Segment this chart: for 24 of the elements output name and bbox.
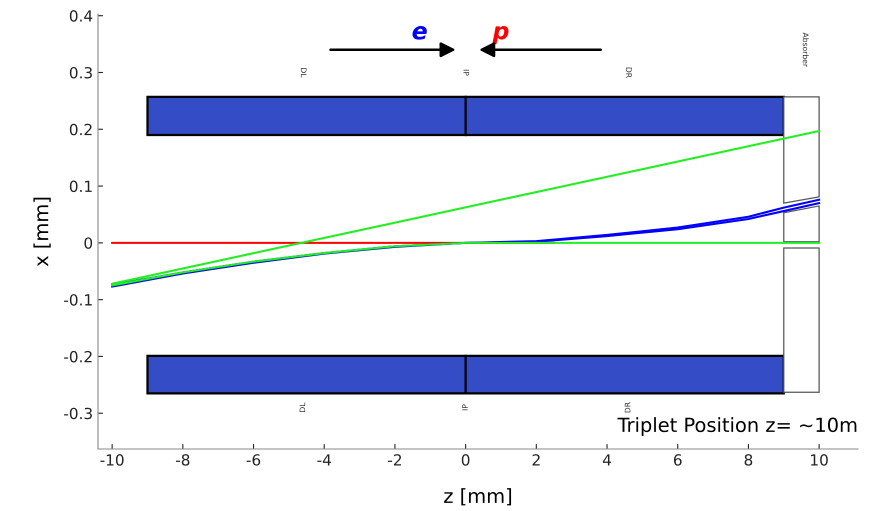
x-axis-title: z [mm] — [444, 488, 512, 506]
annotation: Triplet Position z= ~10m — [617, 417, 856, 436]
x-tick-label: 0 — [462, 454, 470, 466]
y-tick-label: 0.4 — [70, 10, 92, 22]
x-tick-label: 10 — [811, 454, 828, 466]
x-tick-label: -2 — [388, 454, 402, 466]
y-tick-label: 0.1 — [70, 180, 92, 192]
y-tick-label: -0.1 — [64, 294, 92, 306]
x-tick-label: 4 — [602, 454, 612, 466]
y-tick-label: -0.2 — [64, 350, 92, 362]
x-tick-label: 2 — [532, 454, 540, 466]
y-tick-label: 0.2 — [70, 124, 92, 136]
y-tick-label: 0 — [84, 237, 92, 249]
x-tick-label: 8 — [744, 454, 752, 466]
x-tick-label: -6 — [246, 454, 260, 466]
annotation: p — [492, 26, 509, 44]
x-tick-label: 6 — [674, 454, 682, 466]
annotation: e — [412, 26, 427, 40]
y-tick-label: -0.3 — [64, 408, 92, 420]
x-tick-label: -4 — [317, 454, 331, 466]
x-tick-label: -10 — [100, 454, 124, 466]
x-tick-label: -8 — [176, 454, 190, 466]
y-axis-title: x [mm] — [33, 198, 51, 266]
y-tick-label: 0.3 — [70, 66, 92, 79]
